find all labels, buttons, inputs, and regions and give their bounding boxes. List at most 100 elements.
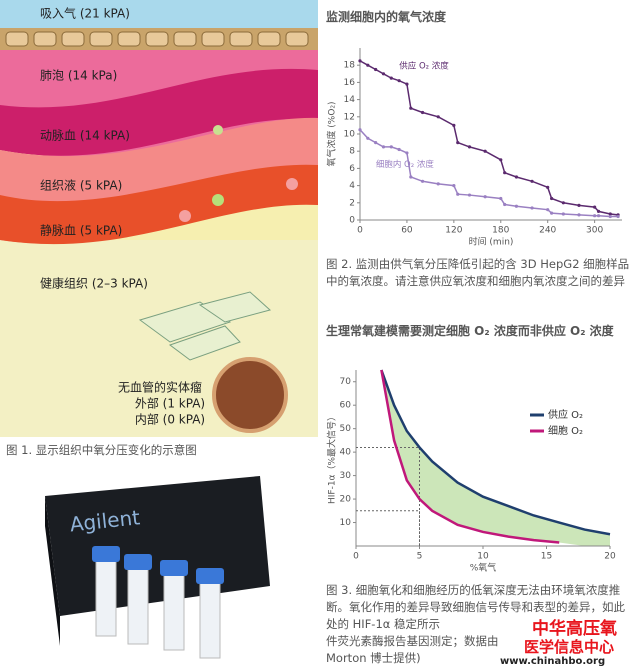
point xyxy=(467,193,472,197)
y-tick-label: 60 xyxy=(340,401,352,411)
caption-text: 件荧光素酶报告基因测定；数据由 xyxy=(326,634,499,648)
point xyxy=(366,63,370,67)
cell-dot xyxy=(212,194,224,206)
point xyxy=(546,208,550,212)
label: 无血管的实体瘤 xyxy=(118,380,202,395)
point xyxy=(596,209,601,213)
y-tick-label: 14 xyxy=(344,95,356,105)
x-tick-label: 180 xyxy=(492,226,509,236)
y-tick-label: 20 xyxy=(340,495,352,505)
point xyxy=(436,115,440,119)
point xyxy=(452,184,456,188)
legend-label: 细胞 O₂ xyxy=(548,424,583,437)
point xyxy=(397,79,401,83)
figure-caption: 图 1. 显示组织中氧分压变化的示意图 xyxy=(6,443,197,457)
point xyxy=(420,110,425,115)
x-tick-label: 20 xyxy=(604,552,616,562)
series-label: 供应 O₂ 浓度 xyxy=(399,61,449,72)
y-tick-label: 8 xyxy=(349,147,355,157)
point xyxy=(389,76,393,80)
y-tick-label: 18 xyxy=(344,61,356,71)
point xyxy=(593,214,597,218)
artery xyxy=(0,68,318,156)
point xyxy=(593,205,597,209)
point xyxy=(530,179,534,183)
y-tick-label: 70 xyxy=(340,377,352,387)
y-tick-label: 10 xyxy=(344,130,356,140)
y-tick-label: 30 xyxy=(340,471,352,481)
x-tick-label: 300 xyxy=(586,226,603,236)
point xyxy=(577,213,581,217)
vein xyxy=(0,164,318,245)
point xyxy=(358,128,362,132)
point xyxy=(577,203,581,207)
chart: 10 20 30 40 50 60 70 0 5 10 15 20 %氧气 HIF-1α（%最大信号） 供应… xyxy=(326,369,616,574)
y-tick-label: 0 xyxy=(349,216,355,226)
point xyxy=(405,82,409,86)
point xyxy=(561,212,565,216)
point xyxy=(483,149,487,153)
product-photo: Agilent xyxy=(0,466,318,672)
point xyxy=(561,201,565,205)
point xyxy=(420,179,425,183)
point xyxy=(550,211,554,215)
x-tick-label: 10 xyxy=(477,552,489,562)
watermark: 中华高压氧 xyxy=(532,619,617,639)
caption-text: Morton 博士提供) xyxy=(326,651,421,665)
y-tick-label: 2 xyxy=(349,198,355,208)
point xyxy=(409,106,413,110)
series-line xyxy=(380,369,560,544)
watermark: 医学信息中心 xyxy=(524,638,615,656)
point xyxy=(381,72,386,76)
x-tick-label: 0 xyxy=(357,226,363,236)
x-tick-label: 60 xyxy=(401,226,413,236)
cell-dot xyxy=(179,210,191,222)
point xyxy=(374,141,378,145)
label: 吸入气 (21 kPA) xyxy=(40,6,130,21)
y-tick-label: 40 xyxy=(340,448,352,458)
label: 静脉血 (5 kPA) xyxy=(40,223,122,238)
figure-caption: 图 2. 监测由供气氧分压降低引起的含 3D HepG2 细胞样品中的氧浓度。请… xyxy=(326,257,630,288)
label: 动脉血 (14 kPA) xyxy=(40,128,130,143)
x-tick-label: 5 xyxy=(417,552,423,562)
oxygen-illustration: 吸入气 (21 kPA) 肺泡 (14 kPa) 动脉血 (14 kPA) 组织… xyxy=(0,0,318,437)
point xyxy=(456,192,460,196)
cell-dot xyxy=(286,178,298,190)
point xyxy=(436,182,440,186)
point xyxy=(456,141,460,145)
point xyxy=(397,147,401,152)
point xyxy=(405,151,409,155)
point xyxy=(366,136,370,140)
air xyxy=(0,0,318,28)
tubes xyxy=(92,546,224,659)
point xyxy=(483,195,487,199)
series-line xyxy=(359,60,619,216)
point xyxy=(596,214,601,218)
series-line xyxy=(380,369,611,536)
point xyxy=(499,196,503,201)
figure-caption: 图 3. 细胞氧化和细胞经历的低氧深度无法由环境氧浓度推断。氧化作用的差异导致细… xyxy=(326,582,634,667)
caption-text: 图 3. 细胞氧化和细胞经历的低氧深度无法由环境氧浓度推断。氧化作用的差异导致细… xyxy=(326,583,625,631)
series-line xyxy=(359,129,619,218)
point xyxy=(503,202,507,207)
tumor xyxy=(212,357,288,433)
healthy-cells xyxy=(138,291,272,361)
watermark: www.chinahbo.org xyxy=(500,656,606,667)
y-tick-label: 12 xyxy=(344,112,355,122)
x-axis-label: 时间 (min) xyxy=(469,236,514,248)
label: 肺泡 (14 kPa) xyxy=(40,69,117,83)
y-tick-label: 50 xyxy=(340,424,352,434)
y-axis-label: HIF-1α（%最大信号） xyxy=(326,412,338,504)
cell-dot xyxy=(213,125,223,135)
y-tick-label: 4 xyxy=(349,181,355,191)
label: 健康组织 (2–3 kPA) xyxy=(40,276,148,291)
point xyxy=(546,185,550,189)
series-label: 细胞内 O₂ 浓度 xyxy=(376,159,435,170)
point xyxy=(514,175,519,179)
y-axis-label: 氧气浓度 (%O₂) xyxy=(326,101,338,166)
point xyxy=(374,67,378,72)
y-tick-label: 6 xyxy=(349,164,355,174)
point xyxy=(608,214,612,219)
